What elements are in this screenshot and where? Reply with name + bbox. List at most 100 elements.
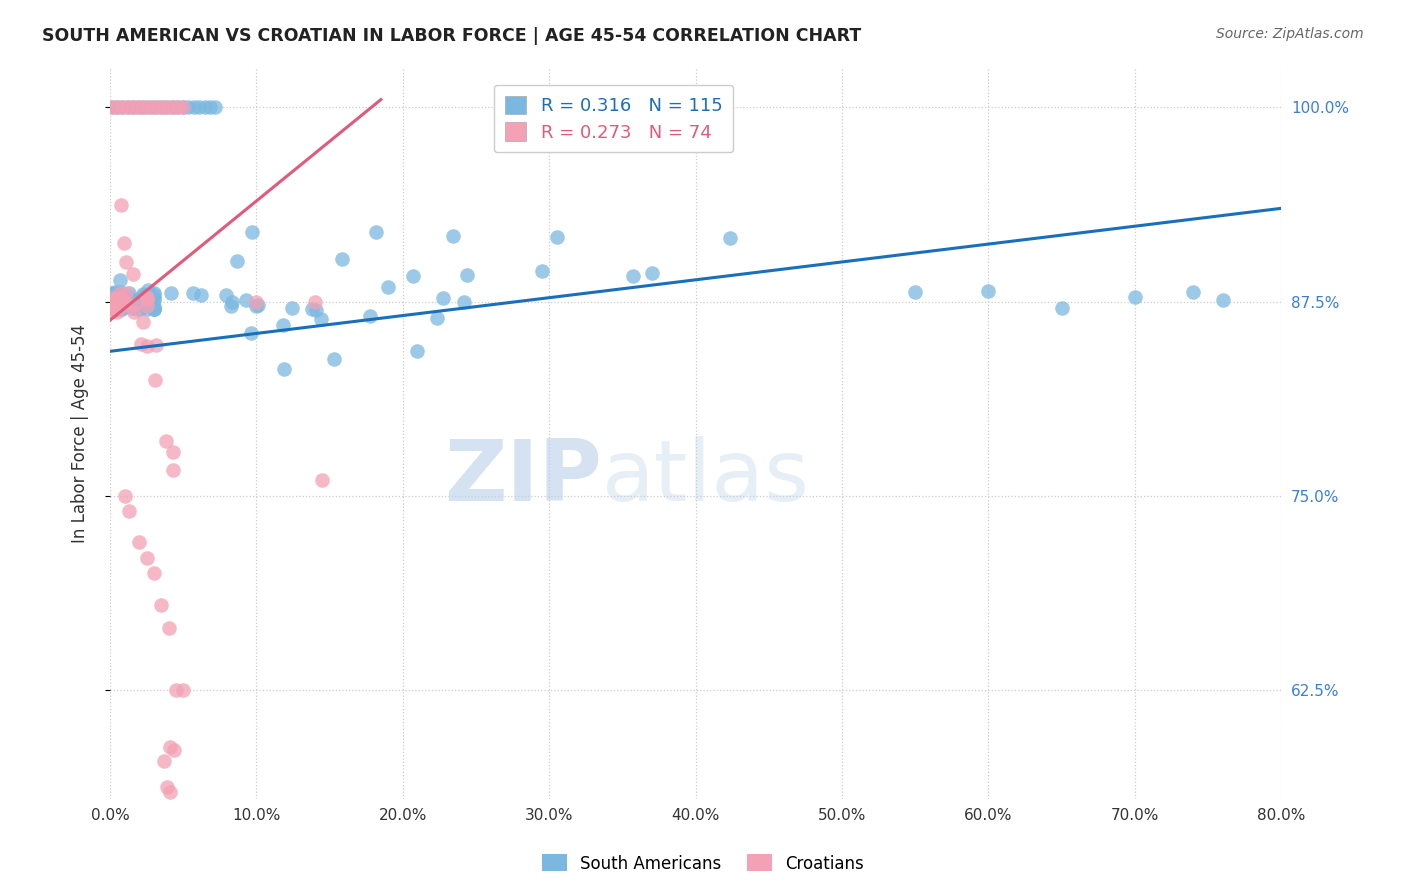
- Point: [125, 301, 148, 316]
- Point: [150, 598, 173, 612]
- Point: [100, 299, 122, 313]
- Point: [111, 301, 134, 315]
- Point: [136, 302, 159, 317]
- Point: [226, 253, 249, 268]
- Point: [364, 225, 387, 239]
- Point: [108, 293, 131, 307]
- Point: [172, 100, 194, 114]
- Point: [143, 285, 166, 300]
- Point: [146, 100, 169, 114]
- Point: [135, 299, 157, 313]
- Point: [122, 293, 145, 308]
- Point: [153, 754, 176, 768]
- Point: [163, 743, 186, 757]
- Point: [115, 100, 138, 114]
- Text: Source: ZipAtlas.com: Source: ZipAtlas.com: [1216, 27, 1364, 41]
- Point: [118, 298, 141, 312]
- Point: [1182, 285, 1205, 299]
- Point: [111, 302, 134, 317]
- Point: [247, 298, 270, 312]
- Point: [311, 473, 333, 487]
- Legend: R = 0.316   N = 115, R = 0.273   N = 74: R = 0.316 N = 115, R = 0.273 N = 74: [494, 85, 734, 153]
- Point: [108, 285, 131, 300]
- Point: [143, 287, 166, 301]
- Point: [621, 268, 644, 283]
- Point: [111, 100, 134, 114]
- Point: [546, 229, 568, 244]
- Point: [104, 299, 127, 313]
- Point: [100, 300, 122, 314]
- Point: [122, 267, 145, 281]
- Point: [309, 312, 332, 326]
- Point: [157, 621, 180, 635]
- Point: [134, 287, 156, 301]
- Point: [181, 286, 204, 301]
- Point: [453, 294, 475, 309]
- Point: [128, 100, 150, 114]
- Point: [104, 292, 127, 306]
- Point: [103, 292, 125, 306]
- Point: [143, 302, 166, 317]
- Point: [143, 302, 166, 317]
- Point: [359, 309, 381, 323]
- Point: [100, 100, 122, 114]
- Point: [108, 302, 131, 317]
- Point: [120, 301, 142, 316]
- Point: [105, 305, 128, 319]
- Point: [143, 299, 166, 313]
- Point: [129, 302, 152, 317]
- Point: [136, 283, 159, 297]
- Point: [141, 100, 163, 114]
- Point: [108, 273, 131, 287]
- Point: [103, 300, 125, 314]
- Point: [172, 100, 194, 114]
- Point: [110, 197, 132, 211]
- Point: [177, 100, 200, 114]
- Point: [114, 298, 136, 312]
- Point: [402, 268, 425, 283]
- Point: [1212, 293, 1234, 307]
- Y-axis label: In Labor Force | Age 45-54: In Labor Force | Age 45-54: [72, 324, 89, 543]
- Point: [160, 100, 183, 114]
- Point: [221, 294, 243, 309]
- Point: [100, 302, 122, 317]
- Point: [271, 318, 294, 332]
- Point: [135, 339, 157, 353]
- Point: [145, 338, 167, 352]
- Point: [152, 100, 174, 114]
- Point: [441, 229, 464, 244]
- Point: [143, 100, 166, 114]
- Point: [280, 301, 302, 316]
- Point: [139, 100, 162, 114]
- Point: [162, 100, 184, 114]
- Legend: South Americans, Croatians: South Americans, Croatians: [536, 847, 870, 880]
- Point: [107, 302, 129, 317]
- Point: [108, 285, 131, 300]
- Point: [103, 302, 125, 317]
- Point: [104, 285, 127, 300]
- Text: atlas: atlas: [602, 436, 810, 519]
- Point: [105, 296, 128, 310]
- Point: [426, 311, 449, 326]
- Point: [134, 100, 156, 114]
- Point: [103, 292, 125, 306]
- Point: [122, 100, 145, 114]
- Point: [117, 100, 139, 114]
- Point: [172, 683, 194, 698]
- Point: [131, 286, 153, 301]
- Point: [132, 295, 155, 310]
- Point: [101, 286, 124, 301]
- Point: [143, 293, 166, 307]
- Point: [1123, 290, 1146, 304]
- Point: [108, 287, 131, 301]
- Point: [301, 301, 323, 316]
- Point: [155, 434, 177, 448]
- Point: [273, 361, 295, 376]
- Point: [101, 299, 124, 313]
- Point: [530, 264, 553, 278]
- Point: [149, 100, 172, 114]
- Point: [330, 252, 353, 266]
- Point: [103, 290, 125, 304]
- Point: [239, 326, 262, 340]
- Point: [143, 373, 166, 387]
